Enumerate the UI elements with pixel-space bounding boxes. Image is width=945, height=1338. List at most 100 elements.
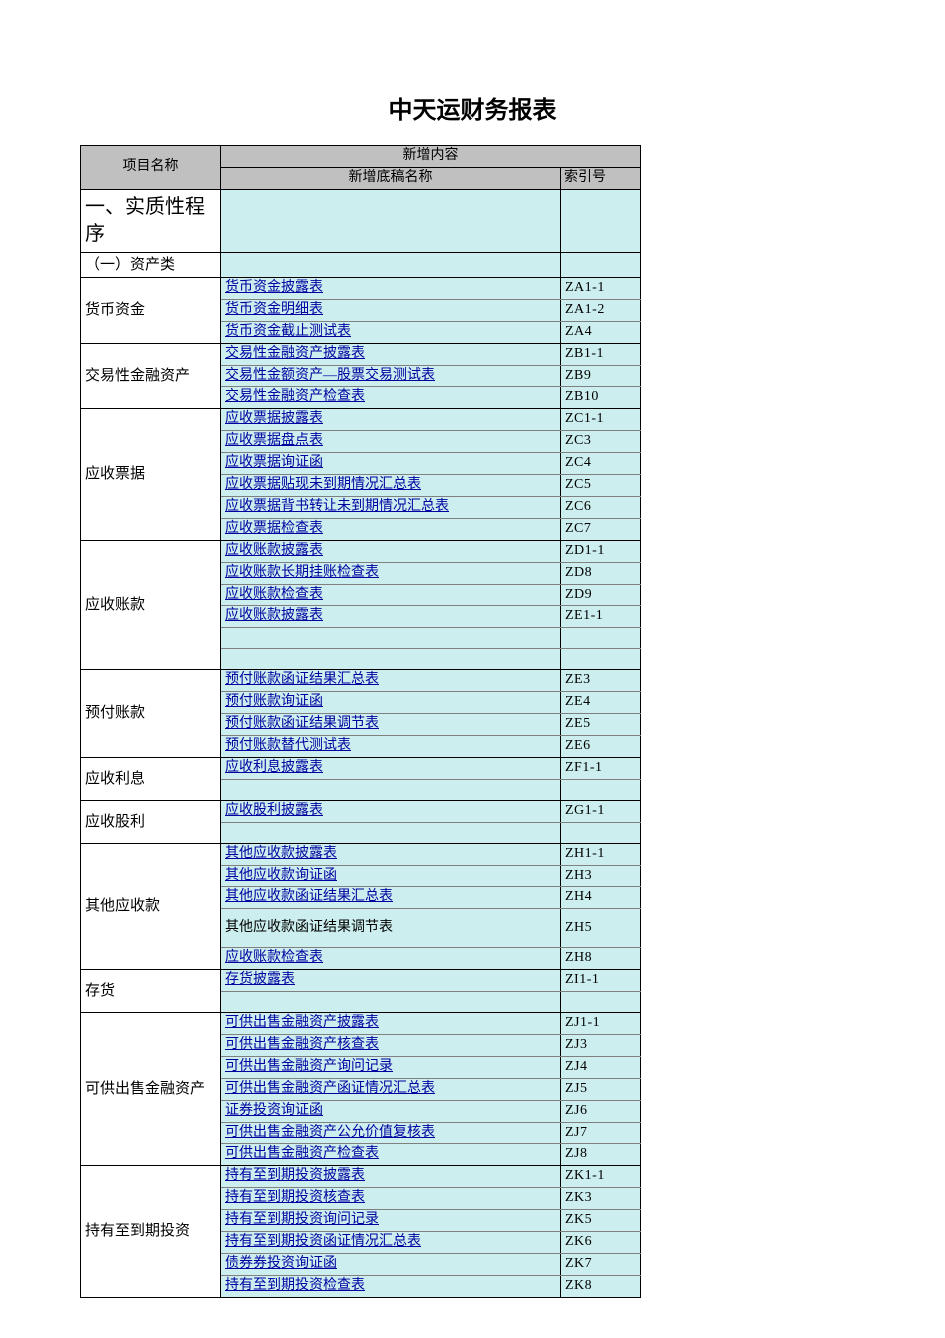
- doc-name-link[interactable]: 交易性金融资产检查表: [221, 387, 561, 409]
- doc-name-link[interactable]: 可供出售金融资产函证情况汇总表: [221, 1078, 561, 1100]
- index-cell: ZC5: [561, 475, 641, 497]
- empty-cell: [561, 252, 641, 277]
- financial-table: 项目名称 新增内容 新增底稿名称 索引号 一、实质性程序（一）资产类货币资金货币…: [80, 145, 641, 1298]
- col-index: 索引号: [561, 167, 641, 189]
- doc-name-link[interactable]: 预付账款替代测试表: [221, 735, 561, 757]
- index-cell: ZK8: [561, 1275, 641, 1297]
- empty-cell: [221, 779, 561, 800]
- doc-name-link[interactable]: 货币资金披露表: [221, 278, 561, 300]
- doc-name-link[interactable]: 交易性金额资产—股票交易测试表: [221, 365, 561, 387]
- doc-name-link[interactable]: 持有至到期投资函证情况汇总表: [221, 1231, 561, 1253]
- index-cell: ZB9: [561, 365, 641, 387]
- index-cell: ZF1-1: [561, 757, 641, 779]
- doc-name-link[interactable]: 可供出售金融资产核查表: [221, 1034, 561, 1056]
- empty-cell: [221, 628, 561, 649]
- doc-name-link[interactable]: 应收股利披露表: [221, 800, 561, 822]
- index-cell: ZI1-1: [561, 970, 641, 992]
- doc-name-link: 其他应收款函证结果调节表: [221, 909, 561, 948]
- doc-name-link[interactable]: 应收利息披露表: [221, 757, 561, 779]
- doc-name-link[interactable]: 其他应收款函证结果汇总表: [221, 887, 561, 909]
- col-newcontent: 新增内容: [221, 146, 641, 168]
- index-cell: ZD8: [561, 562, 641, 584]
- doc-name-link[interactable]: 应收账款披露表: [221, 540, 561, 562]
- project-cell: 可供出售金融资产: [81, 1013, 221, 1166]
- col-project: 项目名称: [81, 146, 221, 190]
- index-cell: ZC4: [561, 453, 641, 475]
- index-cell: ZJ5: [561, 1078, 641, 1100]
- project-cell: 存货: [81, 970, 221, 1013]
- index-cell: ZE1-1: [561, 606, 641, 628]
- doc-name-link[interactable]: 可供出售金融资产公允价值复核表: [221, 1122, 561, 1144]
- doc-name-link[interactable]: 存货披露表: [221, 970, 561, 992]
- index-cell: ZA1-2: [561, 299, 641, 321]
- project-cell: 交易性金融资产: [81, 343, 221, 409]
- doc-name-link[interactable]: 其他应收款询证函: [221, 865, 561, 887]
- doc-name-link[interactable]: 应收账款长期挂账检查表: [221, 562, 561, 584]
- project-cell: 应收利息: [81, 757, 221, 800]
- index-cell: ZJ3: [561, 1034, 641, 1056]
- empty-cell: [221, 252, 561, 277]
- index-cell: ZE6: [561, 735, 641, 757]
- index-cell: ZJ6: [561, 1100, 641, 1122]
- index-cell: ZH4: [561, 887, 641, 909]
- index-cell: ZC3: [561, 431, 641, 453]
- doc-name-link[interactable]: 预付账款询证函: [221, 692, 561, 714]
- index-cell: ZD1-1: [561, 540, 641, 562]
- doc-name-link[interactable]: 预付账款函证结果调节表: [221, 714, 561, 736]
- doc-name-link[interactable]: 其他应收款披露表: [221, 843, 561, 865]
- index-cell: ZH8: [561, 948, 641, 970]
- empty-cell: [221, 189, 561, 252]
- index-cell: ZA4: [561, 321, 641, 343]
- doc-name-link[interactable]: 应收票据询证函: [221, 453, 561, 475]
- index-cell: ZK5: [561, 1210, 641, 1232]
- index-cell: ZH3: [561, 865, 641, 887]
- doc-name-link[interactable]: 应收账款检查表: [221, 948, 561, 970]
- doc-name-link[interactable]: 持有至到期投资检查表: [221, 1275, 561, 1297]
- doc-name-link[interactable]: 交易性金融资产披露表: [221, 343, 561, 365]
- index-cell: ZH5: [561, 909, 641, 948]
- index-cell: ZC7: [561, 518, 641, 540]
- empty-cell: [221, 992, 561, 1013]
- index-cell: ZK1-1: [561, 1166, 641, 1188]
- index-cell: ZE3: [561, 670, 641, 692]
- index-cell: ZJ4: [561, 1056, 641, 1078]
- doc-name-link[interactable]: 货币资金截止测试表: [221, 321, 561, 343]
- doc-name-link[interactable]: 债券券投资询证函: [221, 1253, 561, 1275]
- index-cell: ZG1-1: [561, 800, 641, 822]
- doc-name-link[interactable]: 预付账款函证结果汇总表: [221, 670, 561, 692]
- doc-name-link[interactable]: 持有至到期投资核查表: [221, 1188, 561, 1210]
- empty-cell: [561, 779, 641, 800]
- index-cell: ZE5: [561, 714, 641, 736]
- doc-name-link[interactable]: 证券投资询证函: [221, 1100, 561, 1122]
- doc-name-link[interactable]: 应收账款披露表: [221, 606, 561, 628]
- doc-name-link[interactable]: 应收票据披露表: [221, 409, 561, 431]
- doc-name-link[interactable]: 可供出售金融资产询问记录: [221, 1056, 561, 1078]
- doc-name-link[interactable]: 持有至到期投资披露表: [221, 1166, 561, 1188]
- index-cell: ZK3: [561, 1188, 641, 1210]
- project-cell: 应收账款: [81, 540, 221, 670]
- empty-cell: [561, 992, 641, 1013]
- index-cell: ZK7: [561, 1253, 641, 1275]
- project-cell: 其他应收款: [81, 843, 221, 970]
- index-cell: ZB10: [561, 387, 641, 409]
- doc-name-link[interactable]: 可供出售金融资产披露表: [221, 1013, 561, 1035]
- doc-name-link[interactable]: 应收票据背书转让未到期情况汇总表: [221, 496, 561, 518]
- project-cell: 货币资金: [81, 278, 221, 344]
- index-cell: ZJ1-1: [561, 1013, 641, 1035]
- index-cell: ZK6: [561, 1231, 641, 1253]
- index-cell: ZE4: [561, 692, 641, 714]
- doc-name-link[interactable]: 可供出售金融资产检查表: [221, 1144, 561, 1166]
- doc-name-link[interactable]: 货币资金明细表: [221, 299, 561, 321]
- doc-name-link[interactable]: 应收票据检查表: [221, 518, 561, 540]
- index-cell: ZC6: [561, 496, 641, 518]
- doc-name-link[interactable]: 持有至到期投资询问记录: [221, 1210, 561, 1232]
- doc-name-link[interactable]: 应收票据贴现未到期情况汇总表: [221, 475, 561, 497]
- project-cell: 应收股利: [81, 800, 221, 843]
- empty-cell: [561, 628, 641, 649]
- empty-cell: [221, 822, 561, 843]
- doc-name-link[interactable]: 应收票据盘点表: [221, 431, 561, 453]
- subsection-heading: （一）资产类: [81, 252, 221, 277]
- doc-name-link[interactable]: 应收账款检查表: [221, 584, 561, 606]
- empty-cell: [561, 822, 641, 843]
- empty-cell: [561, 649, 641, 670]
